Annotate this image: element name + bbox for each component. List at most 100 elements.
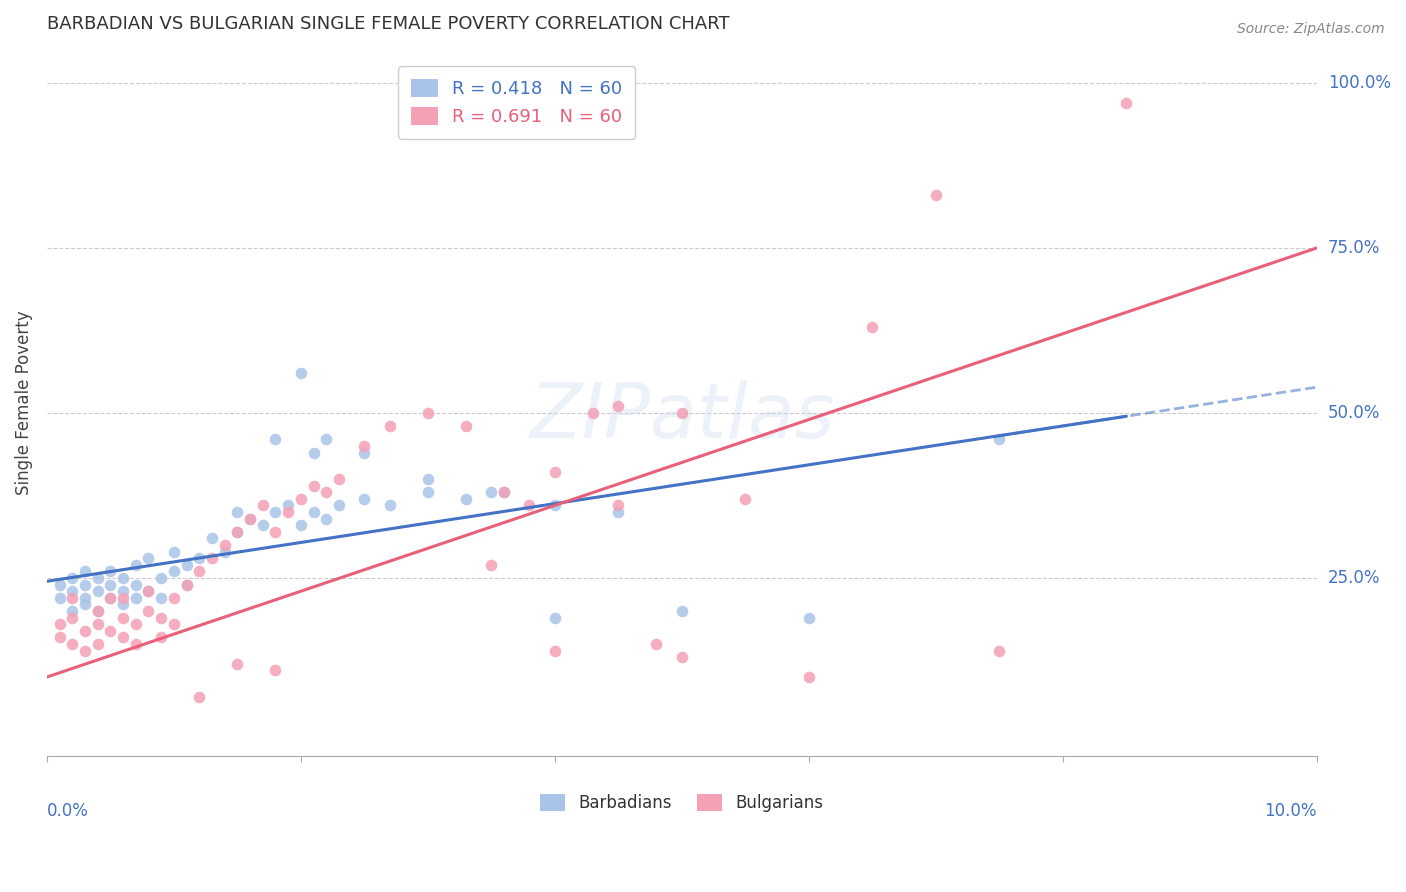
Text: BARBADIAN VS BULGARIAN SINGLE FEMALE POVERTY CORRELATION CHART: BARBADIAN VS BULGARIAN SINGLE FEMALE POV… [46,15,730,33]
Point [214,538,236,552]
Point [277,499,299,513]
Point [60,591,83,605]
Point [860,320,883,334]
Point [454,419,477,434]
Point [176,577,198,591]
Point [479,485,502,500]
Point [988,433,1011,447]
Text: ZIPatlas: ZIPatlas [529,380,835,454]
Text: 25.0%: 25.0% [1329,569,1381,587]
Point [645,637,668,651]
Point [86,571,108,585]
Point [176,558,198,572]
Point [494,485,516,500]
Point [112,610,135,624]
Point [125,577,148,591]
Point [302,445,325,459]
Point [73,565,96,579]
Point [454,491,477,506]
Point [163,591,186,605]
Point [73,577,96,591]
Point [315,511,337,525]
Point [86,604,108,618]
Point [60,637,83,651]
Point [100,565,122,579]
Point [100,591,122,605]
Point [252,518,274,533]
Point [100,591,122,605]
Point [112,584,135,599]
Point [73,643,96,657]
Point [302,505,325,519]
Point [734,491,756,506]
Point [150,631,173,645]
Point [214,544,236,558]
Point [60,571,83,585]
Point [671,604,693,618]
Point [86,637,108,651]
Point [86,584,108,599]
Point [188,551,211,566]
Point [188,690,211,704]
Point [86,617,108,632]
Point [112,598,135,612]
Point [48,617,70,632]
Point [226,524,249,539]
Point [138,551,160,566]
Point [416,472,439,486]
Point [264,433,287,447]
Point [252,499,274,513]
Point [264,505,287,519]
Point [378,419,401,434]
Point [315,485,337,500]
Point [328,499,350,513]
Point [176,577,198,591]
Point [138,584,160,599]
Point [290,518,312,533]
Point [544,610,567,624]
Point [277,505,299,519]
Point [150,591,173,605]
Point [544,466,567,480]
Point [112,631,135,645]
Point [86,604,108,618]
Point [479,558,502,572]
Point [138,584,160,599]
Point [112,571,135,585]
Point [163,565,186,579]
Point [416,406,439,420]
Point [544,499,567,513]
Text: 10.0%: 10.0% [1264,802,1317,820]
Point [797,610,820,624]
Text: 50.0%: 50.0% [1329,404,1381,422]
Point [607,499,630,513]
Point [353,491,375,506]
Point [100,577,122,591]
Point [125,591,148,605]
Point [226,657,249,671]
Point [1115,95,1137,110]
Point [416,485,439,500]
Point [671,406,693,420]
Point [163,617,186,632]
Point [73,598,96,612]
Point [60,584,83,599]
Point [150,610,173,624]
Point [290,491,312,506]
Point [378,499,401,513]
Point [60,610,83,624]
Point [226,524,249,539]
Text: 100.0%: 100.0% [1329,74,1391,92]
Point [138,604,160,618]
Point [239,511,262,525]
Point [353,445,375,459]
Legend: Barbadians, Bulgarians: Barbadians, Bulgarians [527,780,837,826]
Point [226,505,249,519]
Point [797,670,820,684]
Point [519,499,541,513]
Point [150,571,173,585]
Text: 0.0%: 0.0% [46,802,89,820]
Point [582,406,605,420]
Point [315,433,337,447]
Point [607,400,630,414]
